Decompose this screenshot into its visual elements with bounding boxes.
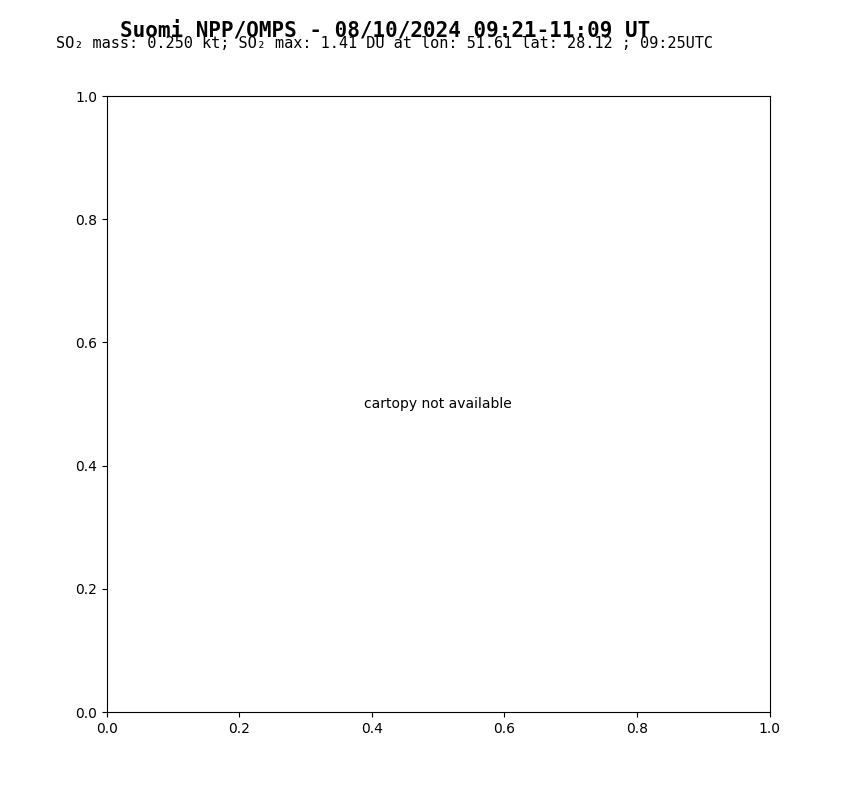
Text: cartopy not available: cartopy not available: [364, 397, 512, 411]
Text: Suomi NPP/OMPS - 08/10/2024 09:21-11:09 UT: Suomi NPP/OMPS - 08/10/2024 09:21-11:09 …: [120, 20, 650, 40]
Text: SO₂ mass: 0.250 kt; SO₂ max: 1.41 DU at lon: 51.61 lat: 28.12 ; 09:25UTC: SO₂ mass: 0.250 kt; SO₂ max: 1.41 DU at …: [56, 36, 713, 51]
